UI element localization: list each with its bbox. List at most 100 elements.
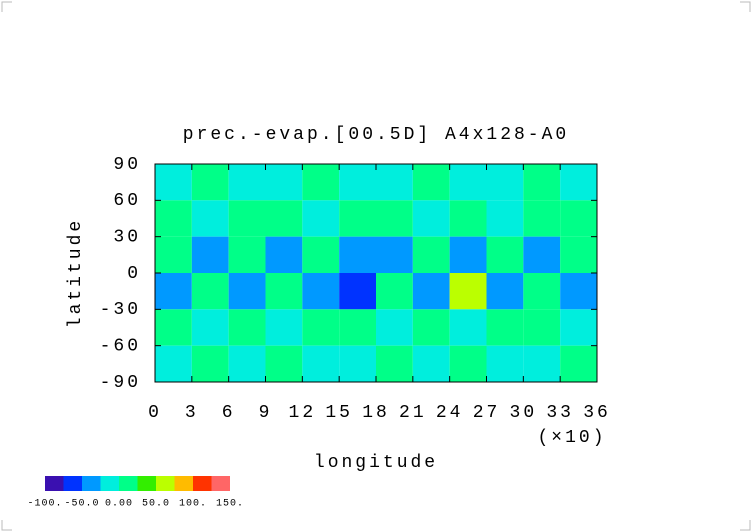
field-cell [339, 236, 376, 273]
field-cell [376, 345, 413, 382]
x-tick-label: 24 [436, 403, 464, 423]
field-cell [155, 200, 192, 237]
field-cell [560, 236, 597, 273]
colorbar-box [100, 476, 119, 491]
field-cell [523, 309, 561, 346]
field-cell [191, 236, 229, 273]
field-cell [486, 273, 524, 310]
field-cell [265, 273, 303, 310]
field-cell [339, 164, 376, 201]
x-tick-label: 3 [185, 403, 199, 423]
field-cell [302, 164, 340, 201]
field-cell [523, 200, 561, 237]
field-cell [486, 236, 524, 273]
field-cell [376, 200, 413, 237]
x-tick-label: 9 [259, 403, 273, 423]
colorbar-box [82, 476, 101, 491]
field-cell [228, 345, 266, 382]
field-cell [155, 236, 192, 273]
field-cell [339, 273, 376, 310]
field-cell [486, 309, 524, 346]
field-cell [155, 273, 192, 310]
field-cell [228, 164, 266, 201]
colorbar-box [174, 476, 193, 491]
field-cell [412, 164, 450, 201]
field-cell [228, 200, 266, 237]
field-cell [449, 345, 487, 382]
x-tick-label: 0 [148, 403, 162, 423]
field-cell [339, 200, 376, 237]
x-axis-label: longitude [314, 453, 438, 473]
colorbar-box [211, 476, 230, 491]
x-axis-unit: (×10) [537, 428, 606, 448]
field-cell [228, 309, 266, 346]
colorbar-box [119, 476, 138, 491]
field-cell [449, 200, 487, 237]
field-cell [449, 273, 487, 310]
field-cell [265, 236, 303, 273]
field-cell [339, 345, 376, 382]
x-tick-label: 18 [362, 403, 390, 423]
field-cell [412, 200, 450, 237]
field-cell [228, 273, 266, 310]
field-cell [560, 309, 597, 346]
field-cell [376, 273, 413, 310]
field-cell [191, 345, 229, 382]
field-cell [339, 309, 376, 346]
x-tick-label: 30 [510, 403, 538, 423]
field-cell [302, 200, 340, 237]
chart-title: prec.-evap.[00.5D] A4x128-A0 [183, 125, 569, 145]
field-cell [155, 164, 192, 201]
y-tick-label: -60 [100, 336, 141, 356]
field-cell [302, 309, 340, 346]
field-cell [228, 236, 266, 273]
field-cell [560, 273, 597, 310]
colorbar-label: -100. [27, 499, 62, 510]
field-cell [449, 309, 487, 346]
y-tick-label: 0 [127, 264, 141, 284]
field-cell [560, 164, 597, 201]
field-cell [265, 309, 303, 346]
field-cell [191, 164, 229, 201]
field-cell [155, 345, 192, 382]
field-cell [486, 164, 524, 201]
y-tick-label: 90 [113, 155, 141, 175]
y-axis-label: latitude [66, 218, 86, 328]
y-tick-label: 60 [113, 191, 141, 211]
field-cell [376, 236, 413, 273]
colorbar-label: 100. [179, 499, 207, 510]
field-cell [412, 345, 450, 382]
field-cell [376, 309, 413, 346]
field-cell [265, 200, 303, 237]
x-tick-label: 15 [325, 403, 353, 423]
field-cell [265, 345, 303, 382]
colorbar-box [193, 476, 212, 491]
y-tick-label: -90 [100, 373, 141, 393]
field-cell [376, 164, 413, 201]
field-cell [523, 164, 561, 201]
field-cell [412, 273, 450, 310]
colorbar-label: 50.0 [142, 499, 170, 510]
colorbar-label: -50.0 [64, 499, 99, 510]
field-cell [523, 273, 561, 310]
field-cell [302, 273, 340, 310]
field-cell [523, 236, 561, 273]
field-cell [155, 309, 192, 346]
field-cell [302, 345, 340, 382]
colorbar-box [156, 476, 175, 491]
field-cell [191, 200, 229, 237]
field-cell [265, 164, 303, 201]
colorbar-box [63, 476, 82, 491]
x-tick-label: 6 [222, 403, 236, 423]
x-tick-label: 12 [289, 403, 317, 423]
field-cell [302, 236, 340, 273]
field-cell [523, 345, 561, 382]
colorbar-box [45, 476, 64, 491]
colorbar-label: 0.00 [105, 499, 133, 510]
colorbar-box [137, 476, 156, 491]
x-tick-label: 21 [399, 403, 427, 423]
x-tick-label: 33 [546, 403, 574, 423]
field-cell [191, 273, 229, 310]
